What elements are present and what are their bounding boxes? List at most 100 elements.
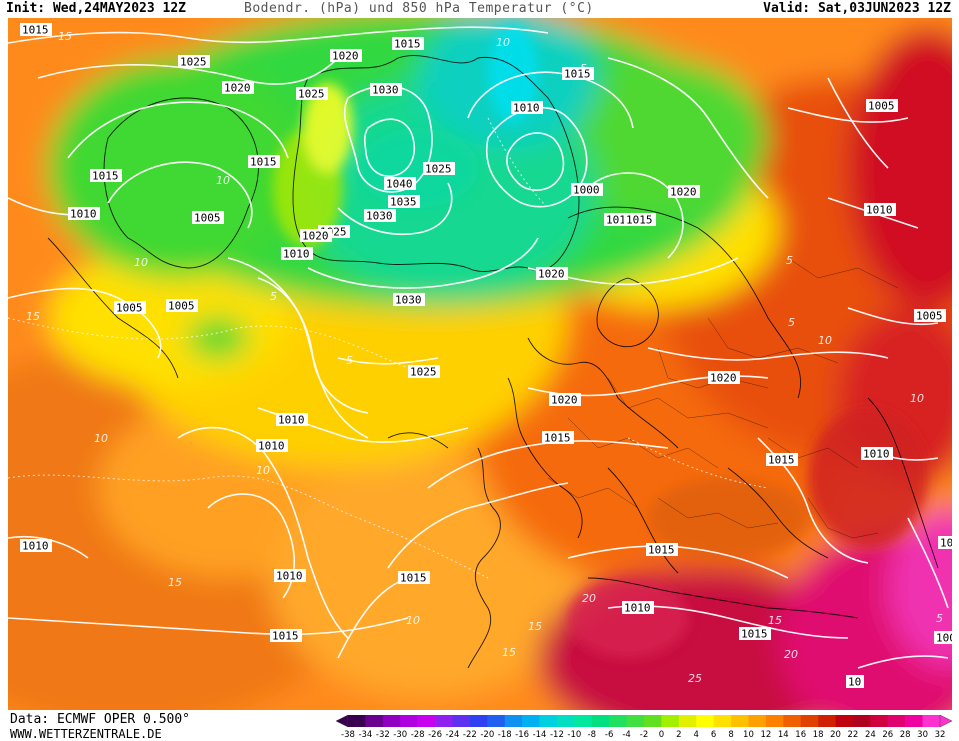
legend-swatch <box>382 715 401 727</box>
svg-text:10: 10 <box>848 676 861 689</box>
svg-text:1015: 1015 <box>626 214 653 227</box>
legend-tick-label: 18 <box>813 730 824 739</box>
isobar-label: 1035 <box>388 195 420 209</box>
temperature-field <box>8 18 952 710</box>
isobar-label: 1015 <box>646 543 678 557</box>
legend-swatch <box>731 715 749 727</box>
data-source-label: Data: ECMWF OPER 0.500° <box>10 712 191 727</box>
svg-text:1005: 1005 <box>194 212 221 225</box>
legend-swatch <box>835 715 854 727</box>
svg-text:1010: 1010 <box>258 440 285 453</box>
legend-swatch <box>609 715 627 727</box>
svg-text:1025: 1025 <box>410 366 437 379</box>
legend-swatch <box>783 715 802 727</box>
isobar-label: 1040 <box>384 177 416 191</box>
legend-swatch <box>678 715 697 727</box>
legend-swatch <box>905 715 923 727</box>
isotherm-label: 20 <box>784 648 798 661</box>
legend-arrow-left <box>335 714 349 728</box>
legend-swatch <box>696 715 714 727</box>
svg-text:1015: 1015 <box>394 38 421 51</box>
legend-tick-label: 22 <box>848 730 859 739</box>
isobar-label: 1005 <box>934 631 952 645</box>
svg-text:1010: 1010 <box>866 204 893 217</box>
svg-text:1030: 1030 <box>366 210 393 223</box>
legend-tick-label: 26 <box>882 730 893 739</box>
isotherm-label: 5 <box>580 62 587 75</box>
legend-tick-label: -2 <box>640 730 648 739</box>
svg-text:1010: 1010 <box>70 208 97 221</box>
svg-text:1015: 1015 <box>544 432 571 445</box>
svg-text:1020: 1020 <box>224 82 251 95</box>
legend-swatch <box>400 715 418 727</box>
legend-swatch <box>417 715 436 727</box>
legend-tick-label: 14 <box>778 730 789 739</box>
isotherm-label: 15 <box>502 646 516 659</box>
map-header: Init: Wed,24MAY2023 12Z Bodendr. (hPa) u… <box>0 0 959 18</box>
isobar-label: 1020 <box>300 229 332 243</box>
svg-text:100: 100 <box>940 537 952 550</box>
isobar-label: 1010 <box>864 203 896 217</box>
svg-text:1020: 1020 <box>551 394 578 407</box>
legend-tick-label: 2 <box>676 730 681 739</box>
svg-text:1015: 1015 <box>92 170 119 183</box>
isobar-label: 1025 <box>423 162 455 176</box>
isobar-label: 1015 <box>739 627 771 641</box>
map-title: Bodendr. (hPa) und 850 hPa Temperatur (°… <box>244 1 594 16</box>
isobar-label: 100 <box>938 536 952 550</box>
svg-text:1020: 1020 <box>332 50 359 63</box>
svg-text:1015: 1015 <box>272 630 299 643</box>
isotherm-label: 10 <box>94 432 108 445</box>
legend-tick-label: -32 <box>376 730 390 739</box>
legend-swatch <box>852 715 871 727</box>
valid-time-label: Valid: Sat,03JUN2023 12Z <box>763 1 951 16</box>
legend-swatch <box>644 715 662 727</box>
svg-text:1010: 1010 <box>283 248 310 261</box>
legend-swatches <box>335 714 953 728</box>
legend-swatch <box>748 715 767 727</box>
legend-tick-label: 4 <box>694 730 699 739</box>
isotherm-label: 10 <box>216 174 230 187</box>
isobar-label: 1015 <box>248 155 280 169</box>
legend-tick-label: 16 <box>795 730 806 739</box>
isobar-label: 1005 <box>192 211 224 225</box>
legend-swatch <box>765 715 784 727</box>
svg-text:1020: 1020 <box>710 372 737 385</box>
svg-text:1010: 1010 <box>276 570 303 583</box>
isobar-label: 1020 <box>222 81 254 95</box>
legend-tick-label: -8 <box>588 730 596 739</box>
isotherm-label: 5 <box>936 612 943 625</box>
isotherm-label: 25 <box>688 672 702 685</box>
isotherm-label: 5 <box>346 354 353 367</box>
isobar-label: 1025 <box>408 365 440 379</box>
isobar-label: 1010 <box>68 207 100 221</box>
map-footer: Data: ECMWF OPER 0.500° WWW.WETTERZENTRA… <box>0 710 959 741</box>
svg-text:1010: 1010 <box>278 414 305 427</box>
isobar-labels: 1015102510201020101510301025101510151010… <box>20 23 952 689</box>
legend-swatch <box>504 715 523 727</box>
isobar-label: 1030 <box>364 209 396 223</box>
isobar-label: 1010 <box>622 601 654 615</box>
legend-tick-label: 28 <box>900 730 911 739</box>
isobar-label: 1030 <box>393 293 425 307</box>
svg-text:1005: 1005 <box>116 302 143 315</box>
isobar-label: 1020 <box>668 185 700 199</box>
legend-tick-label: 24 <box>865 730 876 739</box>
isotherm-label: 5 <box>788 316 795 329</box>
legend-swatch <box>435 715 453 727</box>
isotherm-label: 5 <box>786 254 793 267</box>
legend-tick-label: -24 <box>446 730 460 739</box>
isotherm-label: 10 <box>134 256 148 269</box>
svg-text:1000: 1000 <box>573 184 600 197</box>
isobar-label: 1020 <box>330 49 362 63</box>
legend-tick-label: -16 <box>515 730 529 739</box>
legend-tick-label: 32 <box>935 730 946 739</box>
legend-tick-label: -4 <box>622 730 630 739</box>
legend-tick-label: -26 <box>428 730 442 739</box>
isobar-label: 1010 <box>861 447 893 461</box>
isobar-label: 1015 <box>90 169 122 183</box>
legend-tick-label: 6 <box>711 730 716 739</box>
isobar-label: 1010 <box>281 247 313 261</box>
svg-text:1030: 1030 <box>395 294 422 307</box>
legend-swatch <box>818 715 836 727</box>
